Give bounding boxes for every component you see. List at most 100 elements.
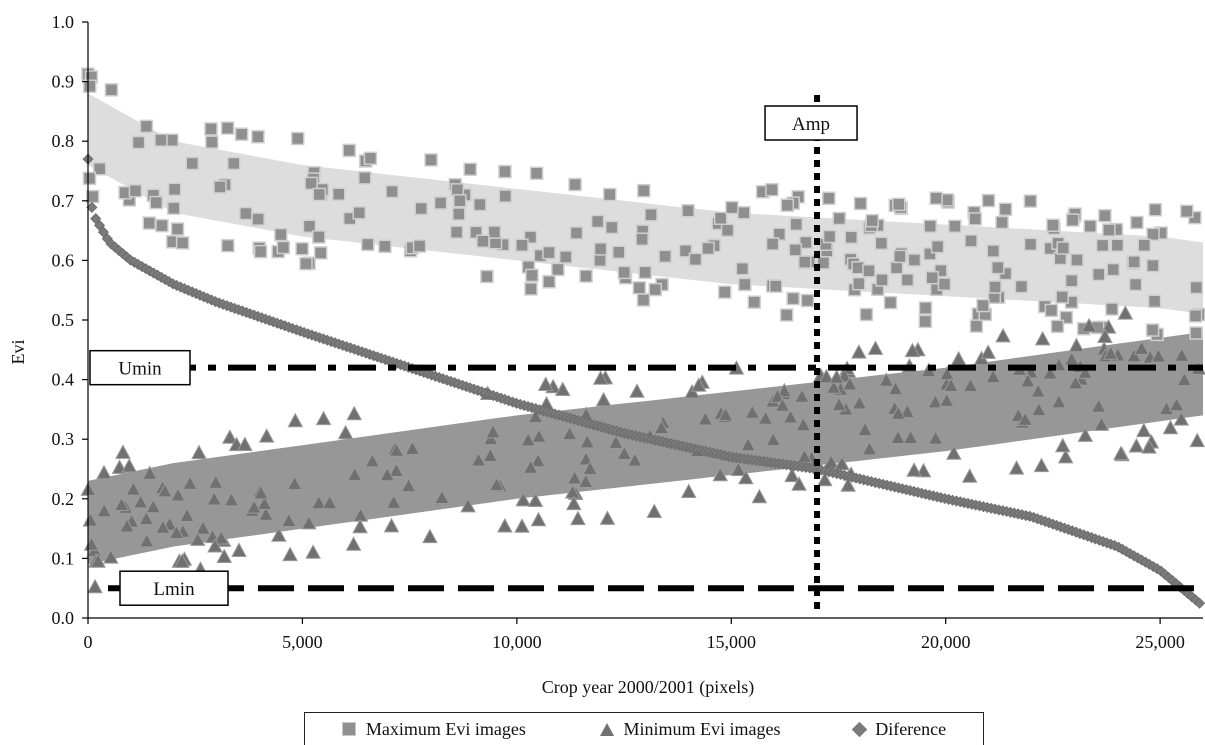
minimum-evi-point [1068, 337, 1085, 353]
maximum-evi-point [701, 241, 715, 256]
maximum-evi-point [170, 222, 185, 236]
minimum-evi-point [561, 425, 578, 441]
minimum-evi-point [515, 491, 532, 507]
lmin-label: Lmin [153, 579, 195, 600]
maximum-evi-point [104, 83, 119, 97]
maximum-evi-point [221, 238, 235, 253]
maximum-evi-point [1056, 241, 1070, 255]
minimum-evi-point [346, 466, 363, 482]
maximum-evi-point [658, 249, 672, 264]
minimum-evi-point [385, 494, 402, 509]
maximum-evi-point [295, 242, 309, 256]
maximum-evi-point [331, 187, 346, 201]
minimum-evi-point [231, 542, 247, 557]
maximum-evi-point [918, 314, 932, 329]
minimum-evi-point [570, 510, 586, 526]
minimum-evi-point [757, 410, 774, 425]
diamond-marker-icon [851, 721, 868, 737]
maximum-evi-point [937, 277, 952, 291]
minimum-evi-point [1019, 372, 1036, 388]
maximum-evi-point [1188, 309, 1203, 323]
minimum-evi-point [155, 519, 171, 534]
maximum-evi-point [385, 184, 399, 199]
legend-item-maximum: Maximum Evi images [341, 718, 526, 740]
minimum-evi-point [282, 546, 298, 562]
lmin-label-box [119, 570, 229, 606]
maximum-evi-point [735, 261, 750, 276]
minimum-evi-point [774, 397, 791, 412]
minimum-evi-point [485, 423, 501, 439]
triangle-marker-icon [599, 722, 614, 736]
minimum-evi-point [195, 520, 211, 535]
minimum-evi-point [595, 391, 612, 407]
maximum-evi-point [883, 295, 898, 310]
maximum-evi-point [798, 255, 812, 269]
umin-label: Umin [118, 359, 162, 380]
maximum-evi-point [720, 223, 735, 238]
maximum-evi-point [1146, 227, 1160, 242]
minimum-evi-point [592, 370, 609, 385]
minimum-evi-point [364, 452, 381, 468]
maximum-evi-point [644, 208, 658, 222]
maximum-evi-point [969, 319, 984, 333]
maximum-evi-point [638, 265, 652, 280]
minimum-evi-point [712, 466, 729, 482]
maximum-evi-point [568, 177, 582, 192]
maximum-evi-point [251, 212, 265, 226]
maximum-evi-point [128, 184, 143, 198]
minimum-evi-point [842, 375, 858, 391]
minimum-evi-point [346, 405, 363, 421]
minimum-evi-point [902, 429, 919, 445]
maximum-evi-point [234, 127, 249, 141]
minimum-evi-point [119, 517, 135, 533]
minimum-evi-point [1117, 305, 1134, 320]
maximum-evi-point [981, 193, 996, 208]
minimum-evi-point [434, 489, 450, 505]
maximum-evi-point [925, 270, 939, 285]
maximum-evi-point [1046, 218, 1060, 233]
minimum-evi-point [170, 486, 186, 502]
maximum-evi-point [747, 295, 762, 309]
minimum-evi-point [258, 428, 275, 443]
maximum-evi-point [480, 269, 494, 284]
legend-label-minimum: Minimum Evi images [623, 718, 781, 739]
legend-label-maximum: Maximum Evi images [365, 718, 526, 739]
maximum-evi-point [1095, 238, 1110, 253]
maximum-evi-point [227, 156, 241, 171]
y-tick-label: 0.8 [52, 131, 75, 151]
minimum-evi-point [1168, 396, 1185, 412]
minimum-evi-point [690, 377, 707, 392]
maximum-evi-point [632, 281, 647, 295]
minimum-evi-point [311, 494, 327, 510]
maximum-evi-point [1189, 280, 1204, 295]
minimum-evi-point [939, 365, 955, 381]
minimum-evi-point [945, 445, 962, 460]
maximum-evi-point [185, 156, 200, 171]
minimum-evi-point [1033, 457, 1050, 473]
minimum-evi-point [191, 444, 207, 460]
maximum-evi-point [1146, 258, 1160, 273]
minimum-evi-point [680, 483, 697, 498]
maximum-evi-point [1055, 290, 1069, 304]
maximum-evi-point [737, 206, 751, 220]
maximum-evi-point [453, 193, 467, 208]
maximum-evi-point [1065, 213, 1080, 227]
maximum-evi-point [968, 212, 982, 226]
minimum-evi-point [174, 553, 190, 568]
maximum-evi-point [1023, 237, 1038, 252]
minimum-evi-point [400, 477, 417, 493]
minimum-evi-point [1097, 328, 1113, 344]
maximum-evi-point [452, 207, 466, 221]
legend-item-difference: Diference [851, 719, 946, 740]
minimum-evi-point [189, 531, 206, 546]
maximum-evi-point [1180, 204, 1194, 218]
minimum-evi-point [751, 488, 768, 504]
maximum-evi-point [149, 195, 163, 210]
minimum-evi-point [345, 536, 362, 551]
minimum-evi-point [980, 344, 997, 359]
maximum-evi-point [155, 218, 169, 233]
minimum-evi-band [88, 331, 1203, 565]
minimum-evi-point [125, 481, 142, 496]
minimum-evi-point [890, 429, 906, 445]
maximum-evi-point [948, 219, 962, 234]
